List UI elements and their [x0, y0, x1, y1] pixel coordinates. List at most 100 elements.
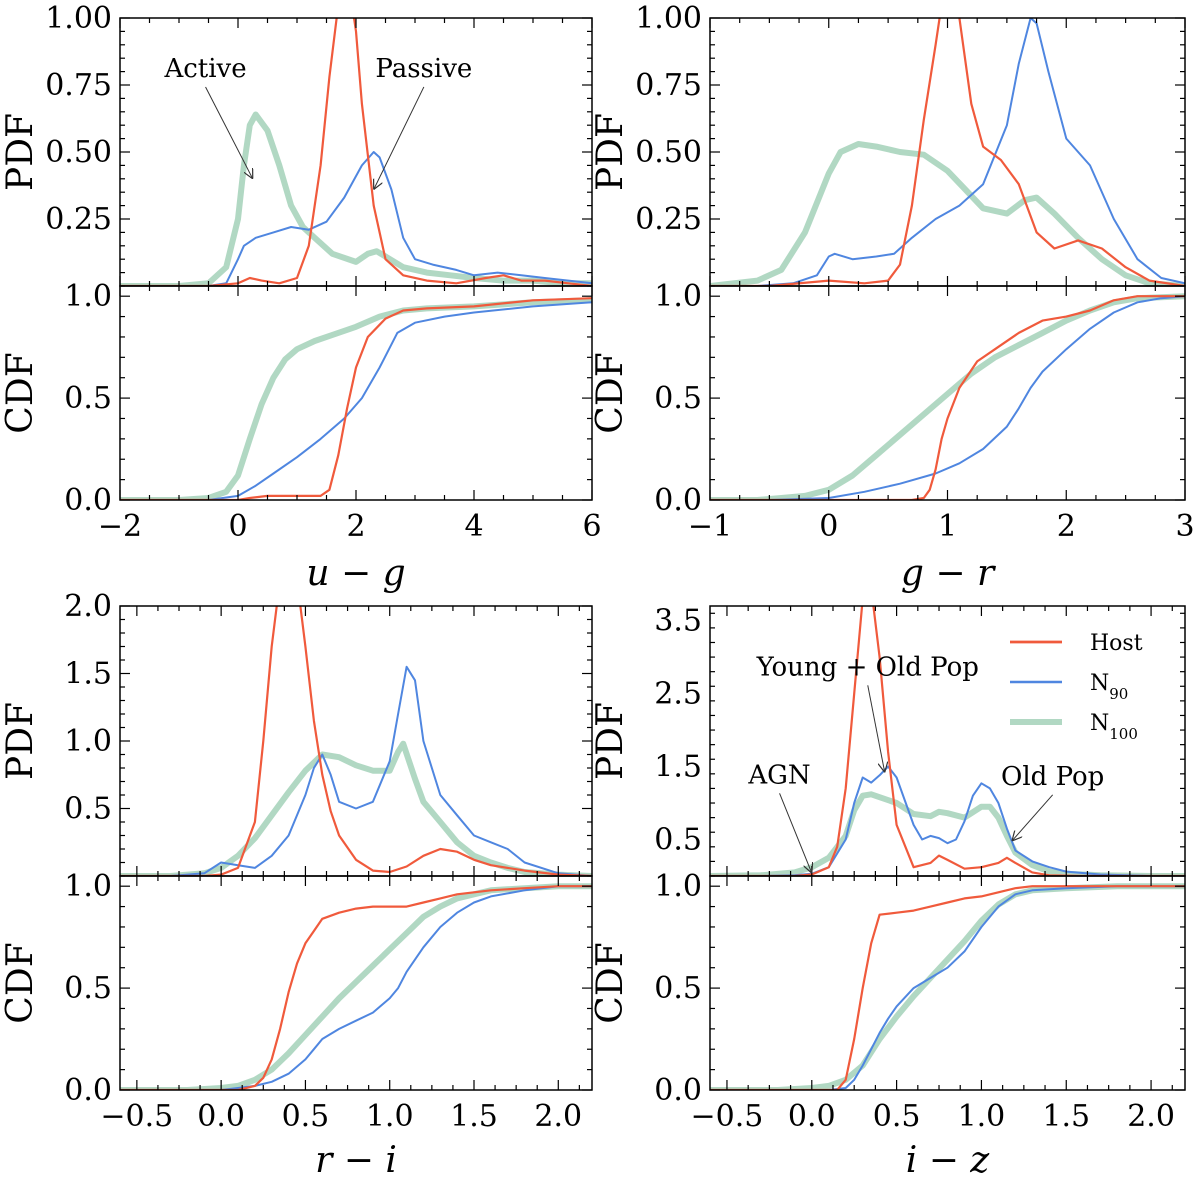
- pdf-lines-gr: [710, 18, 1185, 286]
- cdf-frame-iz: [709, 875, 1186, 1091]
- annotation-arrow: [374, 86, 425, 190]
- series-line-host-cdf-ri: [120, 885, 592, 1090]
- annotation-arrow: [1012, 794, 1054, 841]
- x-tick-label-iz: 2.0: [1127, 1099, 1175, 1134]
- y-tick-label-cdf-ri: 0.0: [64, 1073, 112, 1108]
- series-line-host-cdf-ug: [120, 297, 592, 500]
- x-tick-label-ri: 0.5: [282, 1099, 330, 1134]
- legend-label-subscript: 90: [1109, 685, 1128, 703]
- cdf-frame-ug: [119, 285, 593, 501]
- legend-label-host: Host: [1090, 631, 1143, 656]
- x-tick-label-iz: 0.5: [873, 1099, 921, 1134]
- y-tick-label-cdf-gr: 1.0: [654, 279, 702, 314]
- x-tick-label-iz: −0.5: [691, 1099, 764, 1134]
- y-tick-label-pdf-gr: 0.75: [635, 68, 702, 103]
- x-tick-label-ug: 4: [464, 509, 483, 544]
- series-line-n90-pdf-gr: [710, 18, 1185, 286]
- y-tick-label-pdf-gr: 1.00: [635, 1, 702, 36]
- cdf-lines-ug: [120, 297, 592, 500]
- series-line-n90-cdf-ri: [120, 885, 592, 1090]
- legend-label-n90: N90: [1090, 671, 1128, 703]
- cdf-subplot-ri: 0.0 0.5 1.0 CDF: [0, 869, 593, 1108]
- y-tick-label-pdf-ri: 0.5: [64, 792, 112, 827]
- y-tick-label-pdf-ri: 1.5: [64, 657, 112, 692]
- pdf-ylabel-iz: PDF: [590, 702, 631, 780]
- y-tick-label-cdf-iz: 0.0: [654, 1073, 702, 1108]
- series-line-n100-pdf-ri: [120, 740, 592, 876]
- cdf-frame-ri: [119, 875, 593, 1091]
- y-tick-label-pdf-gr: 0.50: [635, 135, 702, 170]
- series-line-host-cdf-iz: [710, 885, 1185, 1090]
- y-tick-label-pdf-iz: 1.5: [654, 750, 702, 785]
- y-tick-label-cdf-ug: 0.0: [64, 483, 112, 518]
- annotation-label: Young + Old Pop: [756, 652, 979, 682]
- pdf-frame-ri: [119, 605, 593, 877]
- cdf-lines-iz: [710, 883, 1185, 1090]
- cdf-ylabel-ri: CDF: [0, 942, 41, 1023]
- annotation-label: Active: [163, 54, 246, 84]
- x-tick-label-ug: 6: [582, 509, 601, 544]
- x-tick-label-iz: 0.0: [788, 1099, 836, 1134]
- pdf-frame-gr: [709, 17, 1186, 287]
- series-line-n90-cdf-gr: [710, 295, 1185, 500]
- series-line-n90-pdf-ug: [120, 151, 592, 286]
- x-tick-label-ri: 1.0: [366, 1099, 414, 1134]
- x-tick-label-gr: 1: [938, 509, 957, 544]
- y-tick-label-pdf-iz: 0.5: [654, 823, 702, 858]
- y-tick-label-cdf-iz: 0.5: [654, 971, 702, 1006]
- cdf-ylabel-gr: CDF: [590, 352, 631, 433]
- y-tick-label-pdf-ug: 0.75: [45, 68, 112, 103]
- pdf-lines-iz: [710, 606, 1185, 876]
- y-tick-label-cdf-iz: 1.0: [654, 869, 702, 904]
- cdf-ylabel-iz: CDF: [590, 942, 631, 1023]
- annotation-label: Passive: [375, 54, 472, 84]
- cdf-subplot-ug: 0.0 0.5 1.0 CDF: [0, 279, 593, 518]
- pdf-subplot-iz: 0.5 1.5 2.5 3.5 PDF Young + Old Pop AGN Old Pop: [590, 604, 1186, 877]
- series-line-n100-pdf-iz: [710, 791, 1185, 876]
- series-line-n90-cdf-iz: [710, 885, 1185, 1090]
- y-tick-label-pdf-ug: 1.00: [45, 1, 112, 36]
- x-tick-label-gr: 0: [819, 509, 838, 544]
- annotation-iz-0: Young + Old Pop: [756, 652, 979, 772]
- series-line-n100-cdf-ug: [120, 297, 592, 500]
- series-line-n90-cdf-ug: [120, 301, 592, 500]
- series-line-n100-pdf-gr: [710, 141, 1185, 286]
- x-tick-label-ri: 1.5: [450, 1099, 498, 1134]
- x-tick-label-gr: 2: [1057, 509, 1076, 544]
- y-tick-label-pdf-ug: 0.25: [45, 202, 112, 237]
- y-tick-label-cdf-gr: 0.5: [654, 381, 702, 416]
- annotation-arrow: [779, 793, 812, 873]
- annotation-iz-1: AGN: [747, 760, 811, 873]
- x-tick-label-ri: 2.0: [534, 1099, 582, 1134]
- pdf-ylabel-ug: PDF: [0, 113, 41, 191]
- pdf-subplot-gr: 0.25 0.50 0.75 1.00 PDF: [590, 1, 1186, 287]
- y-tick-label-cdf-gr: 0.0: [654, 483, 702, 518]
- xlabel-ri: r − i: [315, 1140, 397, 1177]
- annotation-label: Old Pop: [1001, 762, 1104, 792]
- pdf-lines-ug: [120, 18, 592, 286]
- xlabel-gr: g − r: [901, 553, 996, 594]
- series-line-n90-pdf-ri: [120, 665, 592, 876]
- x-tick-label-gr: −1: [688, 509, 732, 544]
- legend-label-n100: N100: [1090, 711, 1138, 743]
- xlabel-iz: i − z: [906, 1140, 991, 1177]
- annotation-iz-2: Old Pop: [1001, 762, 1104, 841]
- series-line-n100-cdf-ri: [120, 883, 592, 1090]
- cdf-subplot-iz: 0.0 0.5 1.0 CDF: [590, 869, 1186, 1108]
- y-tick-label-cdf-ug: 0.5: [64, 381, 112, 416]
- series-line-n100-cdf-iz: [710, 883, 1185, 1090]
- pdf-ylabel-gr: PDF: [590, 113, 631, 191]
- series-line-host-cdf-gr: [710, 295, 1185, 500]
- y-tick-label-pdf-iz: 3.5: [654, 604, 702, 639]
- x-tick-label-ri: 0.0: [197, 1099, 245, 1134]
- annotation-arrow: [867, 685, 885, 772]
- cdf-ylabel-ug: CDF: [0, 352, 41, 433]
- cdf-lines-gr: [710, 293, 1185, 500]
- pdf-ylabel-ri: PDF: [0, 702, 41, 780]
- panel-iz: 0.5 1.5 2.5 3.5 PDF Young + Old Pop AGN Old Pop…: [590, 604, 1186, 1177]
- y-tick-label-pdf-gr: 0.25: [635, 202, 702, 237]
- x-tick-label-ug: 2: [346, 509, 365, 544]
- x-tick-label-ug: −2: [98, 509, 142, 544]
